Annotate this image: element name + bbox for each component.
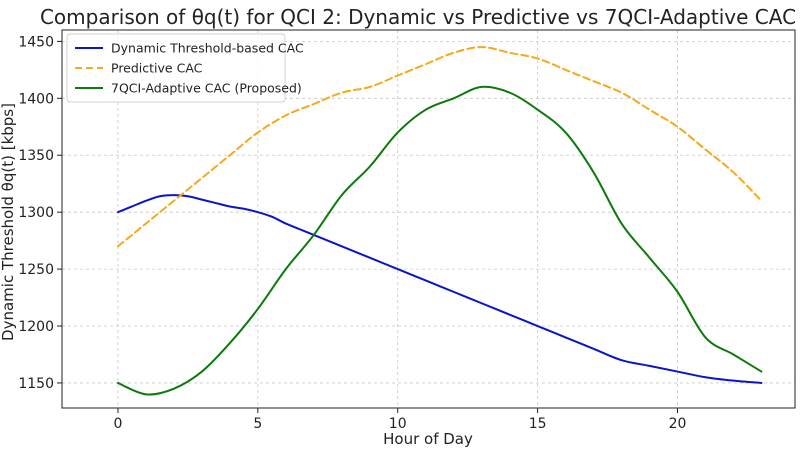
y-tick-label: 1150 xyxy=(18,376,54,392)
x-tick-label: 20 xyxy=(669,416,687,432)
y-axis-title: Dynamic Threshold θq(t) [kbps] xyxy=(0,103,17,341)
y-tick-label: 1350 xyxy=(18,148,54,164)
chart-title: Comparison of θq(t) for QCI 2: Dynamic v… xyxy=(40,5,796,29)
y-tick-label: 1300 xyxy=(18,205,54,221)
legend-label: Dynamic Threshold-based CAC xyxy=(111,41,304,56)
y-tick-label: 1250 xyxy=(18,262,54,278)
series-dynamic-threshold-line xyxy=(116,194,763,384)
y-tick-label: 1400 xyxy=(18,91,54,107)
series-adaptive-proposed-line xyxy=(116,85,763,396)
x-tick-label: 5 xyxy=(253,416,262,432)
y-tick-label: 1200 xyxy=(18,319,54,335)
axis-ticks: 0 5 10 15 20 1150 1200 1250 1300 1350 1400 1450 xyxy=(18,34,686,432)
legend: Dynamic Threshold-based CAC Predictive CA… xyxy=(66,33,304,103)
x-tick-label: 15 xyxy=(529,416,547,432)
y-tick-label: 1450 xyxy=(18,34,54,50)
legend-box xyxy=(66,33,286,103)
x-tick-label: 10 xyxy=(389,416,407,432)
series-lines xyxy=(116,46,763,396)
series-predictive-line xyxy=(116,46,763,248)
legend-label: Predictive CAC xyxy=(111,61,203,76)
x-axis-title: Hour of Day xyxy=(383,430,473,448)
plot-frame xyxy=(61,29,796,409)
x-tick-label: 0 xyxy=(113,416,122,432)
legend-label: 7QCI-Adaptive CAC (Proposed) xyxy=(111,81,302,96)
